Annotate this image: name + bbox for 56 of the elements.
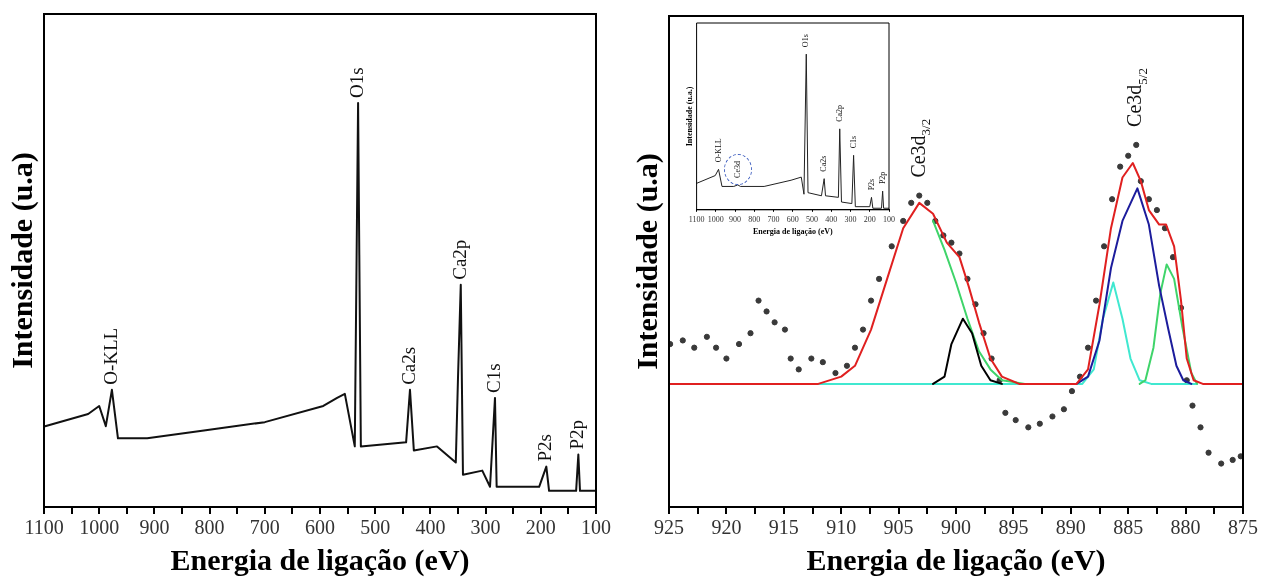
x-tick-label: 915 (768, 516, 799, 539)
x-tick-label: 890 (1055, 516, 1086, 539)
x-tick-label: 600 (305, 516, 335, 539)
x-tick-label: 900 (941, 516, 971, 539)
x-tick-label: 100 (883, 214, 895, 224)
annotation: Ca2s (819, 155, 829, 172)
x-tick-label: 1000 (79, 516, 120, 539)
x-axis-title: Energia de ligação (eV) (752, 227, 834, 237)
x-tick-label: 1100 (688, 214, 705, 224)
x-tick-label: 880 (1170, 516, 1201, 539)
x-tick-label: 895 (998, 516, 1029, 539)
y-axis-title: Intensidade (u.a) (4, 152, 39, 369)
annotation: Ce3d5/2 (1123, 68, 1150, 127)
annotation: Ca2p (448, 239, 470, 280)
annotation: Ce3d3/2 (906, 118, 933, 178)
annotation: O1s (346, 67, 368, 98)
x-tick-label: 200 (863, 214, 876, 224)
x-tick-label: 400 (415, 516, 446, 539)
x-tick-label: 600 (786, 214, 799, 224)
x-tick-label: 885 (1113, 516, 1144, 539)
annotation: P2p (877, 171, 887, 185)
x-tick-label: 400 (825, 214, 838, 224)
x-tick-label: 100 (581, 516, 611, 539)
annotation: P2p (566, 419, 588, 450)
annotation: O-KLL (713, 138, 723, 163)
x-tick-label: 900 (729, 214, 742, 224)
x-axis-title: Energia de ligação (eV) (170, 542, 470, 577)
x-tick-label: 300 (470, 516, 501, 539)
x-tick-label: 1100 (24, 516, 64, 539)
x-tick-label: 800 (194, 516, 225, 539)
x-tick-label: 900 (139, 516, 170, 539)
x-axis-title: Energia de ligação (eV) (806, 542, 1106, 577)
annotation: C1s (848, 135, 858, 149)
x-tick-label: 500 (360, 516, 391, 539)
x-tick-label: 300 (844, 214, 857, 224)
annotation: O1s (801, 34, 811, 48)
x-tick-label: 800 (748, 214, 761, 224)
annotation: O-KLL (99, 327, 121, 385)
annotation: P2s (534, 434, 556, 462)
x-tick-label: 700 (249, 516, 280, 539)
x-tick-label: 500 (806, 214, 819, 224)
annotation: Ca2s (397, 346, 419, 385)
annotation: Ce3d (732, 161, 742, 178)
x-tick-label: 700 (767, 214, 780, 224)
annotation: Ca2p (834, 104, 844, 122)
x-tick-label: 875 (1228, 516, 1258, 539)
annotation: C1s (482, 363, 504, 393)
x-tick-label: 200 (525, 516, 556, 539)
x-tick-label: 920 (711, 516, 742, 539)
x-tick-label: 1000 (707, 214, 724, 224)
y-axis-title: Intensidade (u.a.) (684, 86, 694, 147)
x-tick-label: 925 (654, 516, 684, 539)
x-tick-label: 905 (883, 516, 914, 539)
y-axis-title: Intensidade (u.a) (629, 153, 664, 370)
x-tick-label: 910 (826, 516, 857, 539)
annotation: P2s (866, 178, 876, 191)
